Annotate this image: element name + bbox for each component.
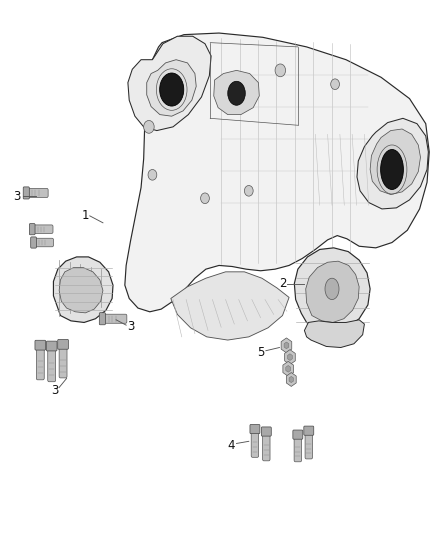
FancyBboxPatch shape <box>33 225 53 233</box>
Polygon shape <box>285 350 295 365</box>
Polygon shape <box>286 366 290 372</box>
FancyBboxPatch shape <box>293 430 303 439</box>
Ellipse shape <box>325 278 339 300</box>
Circle shape <box>148 169 157 180</box>
Text: 3: 3 <box>51 384 58 397</box>
Polygon shape <box>370 129 420 195</box>
FancyBboxPatch shape <box>99 313 106 325</box>
Circle shape <box>331 79 339 90</box>
Polygon shape <box>147 60 196 116</box>
Circle shape <box>201 193 209 204</box>
Circle shape <box>244 185 253 196</box>
Ellipse shape <box>381 149 403 189</box>
FancyBboxPatch shape <box>34 238 53 247</box>
FancyBboxPatch shape <box>263 430 270 461</box>
FancyBboxPatch shape <box>304 426 314 435</box>
Polygon shape <box>128 36 211 131</box>
Polygon shape <box>284 342 289 349</box>
Polygon shape <box>288 354 292 360</box>
Text: 3: 3 <box>13 190 20 203</box>
FancyBboxPatch shape <box>305 429 313 459</box>
FancyBboxPatch shape <box>27 188 48 197</box>
FancyBboxPatch shape <box>261 427 271 436</box>
FancyBboxPatch shape <box>251 427 258 457</box>
Text: 5: 5 <box>257 346 264 359</box>
FancyBboxPatch shape <box>46 341 57 351</box>
Polygon shape <box>125 33 429 312</box>
Polygon shape <box>171 272 289 340</box>
Text: 4: 4 <box>227 439 235 451</box>
FancyBboxPatch shape <box>59 343 67 378</box>
FancyBboxPatch shape <box>103 314 127 323</box>
FancyBboxPatch shape <box>58 340 68 349</box>
FancyBboxPatch shape <box>29 224 35 235</box>
Polygon shape <box>59 268 103 313</box>
FancyBboxPatch shape <box>23 187 29 199</box>
Polygon shape <box>283 361 293 376</box>
Circle shape <box>144 120 154 133</box>
Ellipse shape <box>159 73 184 106</box>
Polygon shape <box>281 338 292 353</box>
Circle shape <box>275 64 286 77</box>
Text: 3: 3 <box>127 320 134 333</box>
Polygon shape <box>357 118 428 209</box>
Text: 1: 1 <box>81 209 89 222</box>
Polygon shape <box>286 373 296 386</box>
Polygon shape <box>306 261 359 322</box>
Ellipse shape <box>228 82 245 106</box>
FancyBboxPatch shape <box>294 433 302 462</box>
Polygon shape <box>294 248 370 332</box>
Polygon shape <box>53 257 113 322</box>
FancyBboxPatch shape <box>250 424 260 434</box>
FancyBboxPatch shape <box>48 344 56 382</box>
FancyBboxPatch shape <box>35 340 46 350</box>
FancyBboxPatch shape <box>36 344 44 380</box>
Polygon shape <box>289 376 293 383</box>
Polygon shape <box>214 70 259 115</box>
FancyBboxPatch shape <box>31 237 36 248</box>
Text: 2: 2 <box>279 277 286 290</box>
Polygon shape <box>304 320 364 348</box>
